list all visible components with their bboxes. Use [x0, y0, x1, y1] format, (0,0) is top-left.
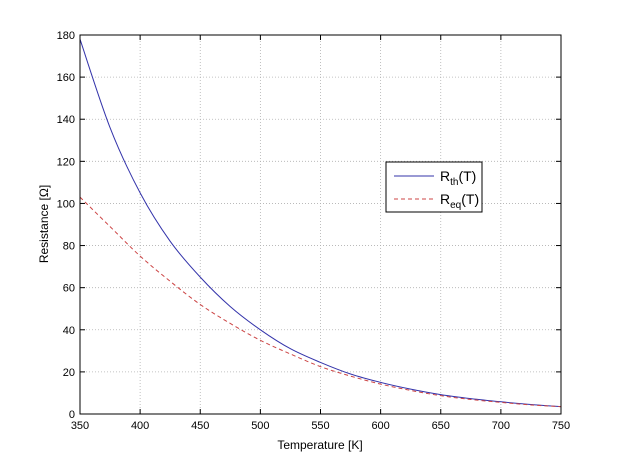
legend-rth-suffix: (T): [458, 168, 476, 184]
legend-box: [385, 161, 483, 213]
y-tick-label: 140: [57, 114, 75, 126]
y-tick-label: 180: [57, 30, 75, 42]
x-axis-title: Temperature [K]: [277, 438, 362, 452]
y-tick-label: 0: [69, 409, 75, 421]
legend-rth-sub: th: [450, 177, 458, 188]
x-tick-label: 650: [432, 420, 450, 432]
y-tick-label: 160: [57, 72, 75, 84]
y-tick-label: 40: [63, 325, 75, 337]
x-tick-label: 500: [251, 420, 269, 432]
legend-req-sub: eq: [450, 200, 461, 211]
tick-labels: 350 400 450 500 550 600 650 700 750 0 20 40 60 80 100 1…: [57, 30, 571, 432]
legend-rth-main: R: [440, 168, 450, 184]
y-tick-label: 100: [57, 198, 75, 210]
series-layer: [79, 39, 562, 408]
x-tick-label: 550: [311, 420, 329, 432]
legend-req-main: R: [440, 191, 450, 207]
series-line-eq: [79, 196, 562, 408]
legend-label-req: Req(T): [440, 191, 479, 211]
series-line-th: [79, 39, 562, 408]
legend-req-suffix: (T): [461, 191, 479, 207]
legend: Rth(T) Req(T): [385, 161, 483, 213]
x-tick-label: 400: [131, 420, 149, 432]
y-tick-label: 60: [63, 283, 75, 295]
x-tick-label: 600: [371, 420, 389, 432]
y-tick-label: 120: [57, 156, 75, 168]
x-tick-label: 350: [71, 420, 89, 432]
y-axis-title: Resistance [Ω]: [37, 185, 51, 263]
x-tick-label: 450: [191, 420, 209, 432]
legend-label-rth: Rth(T): [440, 168, 476, 188]
x-tick-label: 700: [492, 420, 510, 432]
y-tick-label: 80: [63, 241, 75, 253]
grid: [80, 35, 561, 414]
y-tick-label: 20: [63, 367, 75, 379]
ticks: [79, 34, 562, 415]
x-tick-label: 750: [552, 420, 570, 432]
